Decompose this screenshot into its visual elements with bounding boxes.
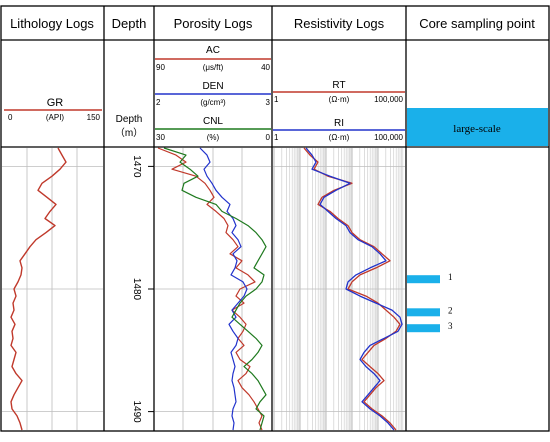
cnl-scale-min: 30: [156, 133, 165, 142]
depth-header-unit: （m）: [115, 127, 143, 139]
ri-scale-min: 1: [274, 133, 279, 142]
depth-title: Depth: [112, 16, 147, 31]
ac-scale-min: 90: [156, 63, 165, 72]
den-scale-max: 3: [266, 98, 271, 107]
ri-scale-unit: (Ω·m): [329, 133, 350, 142]
gr-scale-unit: (API): [46, 113, 65, 122]
log-curves: [10, 147, 403, 431]
cnl-curve-name: CNL: [203, 116, 223, 127]
gr-curve-name: GR: [47, 97, 64, 109]
depth-tick-label: 1470: [131, 155, 142, 178]
rt-scale-max: 100,000: [374, 95, 403, 104]
den-scale-min: 2: [156, 98, 161, 107]
den-curve-name: DEN: [202, 81, 223, 92]
core-sampling-title: Core sampling point: [419, 16, 535, 31]
den-scale-unit: (g/cm³): [200, 98, 226, 107]
depth-tick-label: 1490: [131, 400, 142, 423]
gr-scale-max: 150: [87, 113, 101, 122]
cnl-curve-trace: [163, 147, 267, 431]
core-samples: 1 2 3: [407, 272, 453, 333]
core-sample-label: 3: [448, 321, 453, 331]
core-sample-marker: [407, 308, 440, 317]
rt-scale-unit: (Ω·m): [329, 95, 350, 104]
cnl-scale-max: 0: [266, 133, 271, 142]
rt-curve-name: RT: [332, 80, 345, 91]
depth-tick-label: 1480: [131, 278, 142, 301]
ac-scale-unit: (μs/ft): [203, 63, 224, 72]
core-sample-label: 1: [448, 272, 453, 282]
ri-curve-trace: [305, 147, 403, 431]
cnl-scale-unit: (%): [207, 133, 220, 142]
depth-header-label: Depth: [116, 114, 143, 125]
rt-scale-min: 1: [274, 95, 279, 104]
large-scale-legend-label: large-scale: [453, 123, 501, 135]
ac-curve-name: AC: [206, 45, 220, 56]
den-curve-trace: [199, 147, 248, 431]
lithology-logs-title: Lithology Logs: [10, 16, 94, 31]
ac-scale-max: 40: [261, 63, 270, 72]
rt-curve-trace: [303, 147, 401, 431]
gr-scale-min: 0: [8, 113, 13, 122]
ac-curve-trace: [157, 147, 263, 431]
ri-curve-name: RI: [334, 118, 344, 129]
core-sample-marker: [407, 324, 440, 333]
large-scale-legend-swatch: [407, 108, 548, 146]
resistivity-logs-title: Resistivity Logs: [294, 16, 385, 31]
porosity-logs-title: Porosity Logs: [174, 16, 253, 31]
core-sample-marker: [407, 275, 440, 284]
depth-ticks: 1470 1480 1490: [131, 155, 154, 423]
core-sample-label: 2: [448, 305, 453, 315]
gr-curve-trace: [10, 147, 67, 431]
grid-lines: [2, 148, 405, 430]
ri-scale-max: 100,000: [374, 133, 403, 142]
outer-frame: [0, 5, 550, 432]
